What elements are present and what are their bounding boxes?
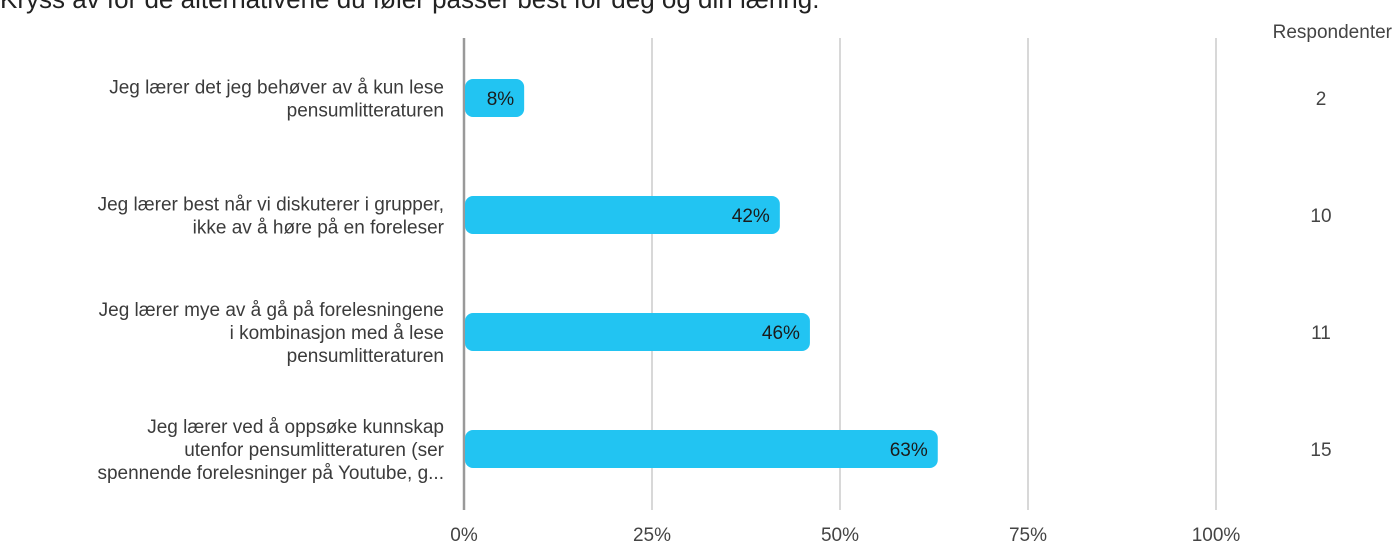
category-label: Jeg lærer mye av å gå på forelesningene i… [99,300,444,367]
x-axis-ticks: 0% 25% 50% 75% 100% [450,525,1240,544]
x-tick-label: 25% [633,525,671,544]
respondent-counts: 2 10 11 15 [1310,89,1331,461]
respondent-count: 10 [1310,206,1331,227]
bar [465,79,525,117]
category-label: Jeg lærer ved å oppsøke kunnskap utenfor … [97,417,444,484]
bar-value-label: 8% [487,89,515,110]
chart-title: Kryss av for de alternativene du føler p… [0,0,819,15]
respondent-count: 2 [1316,89,1327,110]
category-label: Jeg lærer det jeg behøver av å kun lese p… [109,78,444,122]
bar [465,430,938,468]
x-tick-label: 0% [450,525,478,544]
category-label: Jeg lærer best når vi diskuterer i grupp… [98,195,445,239]
category-labels: Jeg lærer det jeg behøver av å kun lese p… [97,78,444,485]
bar-value-label: 63% [890,440,928,461]
bar-value-label: 46% [762,323,800,344]
bars: 8% 42% 46% 63% [465,79,938,468]
respondent-count: 11 [1311,323,1331,344]
x-tick-label: 50% [821,525,859,544]
x-tick-label: 75% [1009,525,1047,544]
respondents-header: Respondenter [1273,22,1393,43]
respondent-count: 15 [1310,440,1331,461]
x-tick-label: 100% [1192,525,1241,544]
bar-value-label: 42% [732,206,770,227]
bar [465,313,810,351]
bar [465,196,780,234]
